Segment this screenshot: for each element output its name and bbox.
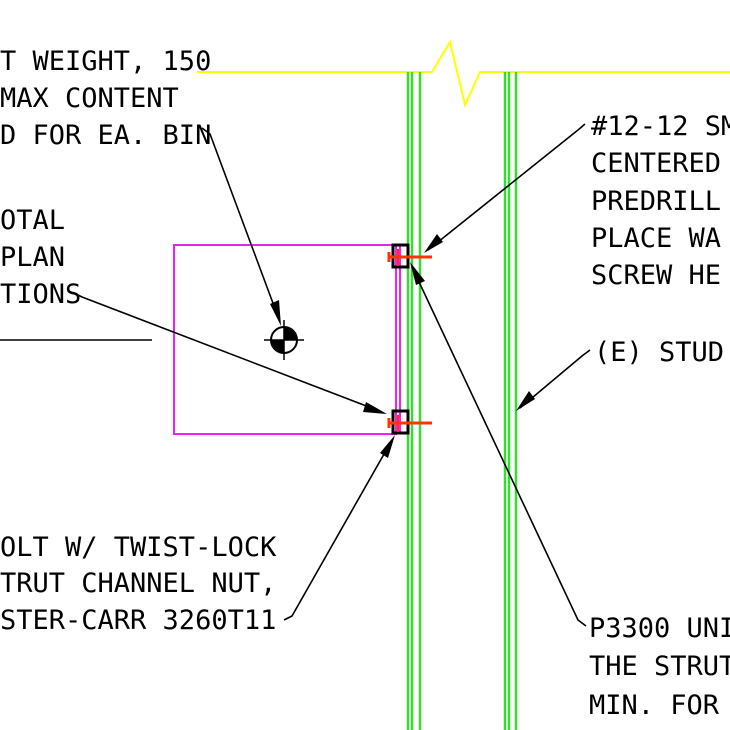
plan-note-line-3: TIONS — [0, 279, 81, 310]
weight-leader — [201, 127, 281, 326]
ceiling-break-line — [197, 39, 730, 109]
screw-note-line-3: PREDRILL — [591, 186, 721, 217]
weight-note-line-2: MAX CONTENT — [0, 83, 179, 114]
stud-note: (E) STUD — [594, 337, 724, 368]
weight-note-line-3: D FOR EA. BIN — [0, 120, 211, 151]
stud-note-line-1: (E) STUD — [594, 337, 724, 368]
strut-note: P3300 UNI THE STRUT MIN. FOR I — [589, 613, 730, 721]
screw-leader — [424, 123, 586, 253]
plan-note-line-1: OTAL — [0, 205, 65, 236]
screw-note-line-1: #12-12 SM — [591, 111, 730, 142]
bolt-note-line-3: STER-CARR 3260T11 — [0, 605, 276, 636]
bolt-note-line-2: TRUT CHANNEL NUT, — [0, 568, 276, 599]
screw-note: #12-12 SM CENTERED PREDRILL PLACE WA SCR… — [591, 111, 730, 291]
screw-note-line-5: SCREW HE — [591, 260, 721, 291]
strut-note-line-1: P3300 UNI — [589, 613, 730, 644]
center-of-gravity-symbol — [264, 320, 304, 360]
wall-stud — [406, 72, 518, 730]
bolt-leader — [283, 435, 395, 621]
plan-note: OTAL PLAN TIONS — [0, 205, 81, 310]
strut-note-line-3: MIN. FOR I — [589, 690, 730, 721]
plan-note-line-2: PLAN — [0, 242, 65, 273]
bolt-note-line-1: OLT W/ TWIST-LOCK — [0, 532, 277, 563]
lower-fastener — [387, 409, 432, 435]
bin-outline — [173, 244, 401, 435]
screw-note-line-4: PLACE WA — [591, 223, 721, 254]
upper-fastener — [387, 243, 432, 269]
weight-note: T WEIGHT, 150 MAX CONTENT D FOR EA. BIN — [0, 46, 211, 151]
screw-note-line-2: CENTERED — [591, 148, 721, 179]
plan-leader — [73, 292, 387, 414]
strut-note-line-2: THE STRUT — [589, 651, 730, 682]
bolt-note: OLT W/ TWIST-LOCK TRUT CHANNEL NUT, STER… — [0, 532, 277, 636]
weight-note-line-1: T WEIGHT, 150 — [0, 46, 211, 77]
stud-leader — [516, 349, 591, 411]
strut-leader — [410, 262, 587, 627]
